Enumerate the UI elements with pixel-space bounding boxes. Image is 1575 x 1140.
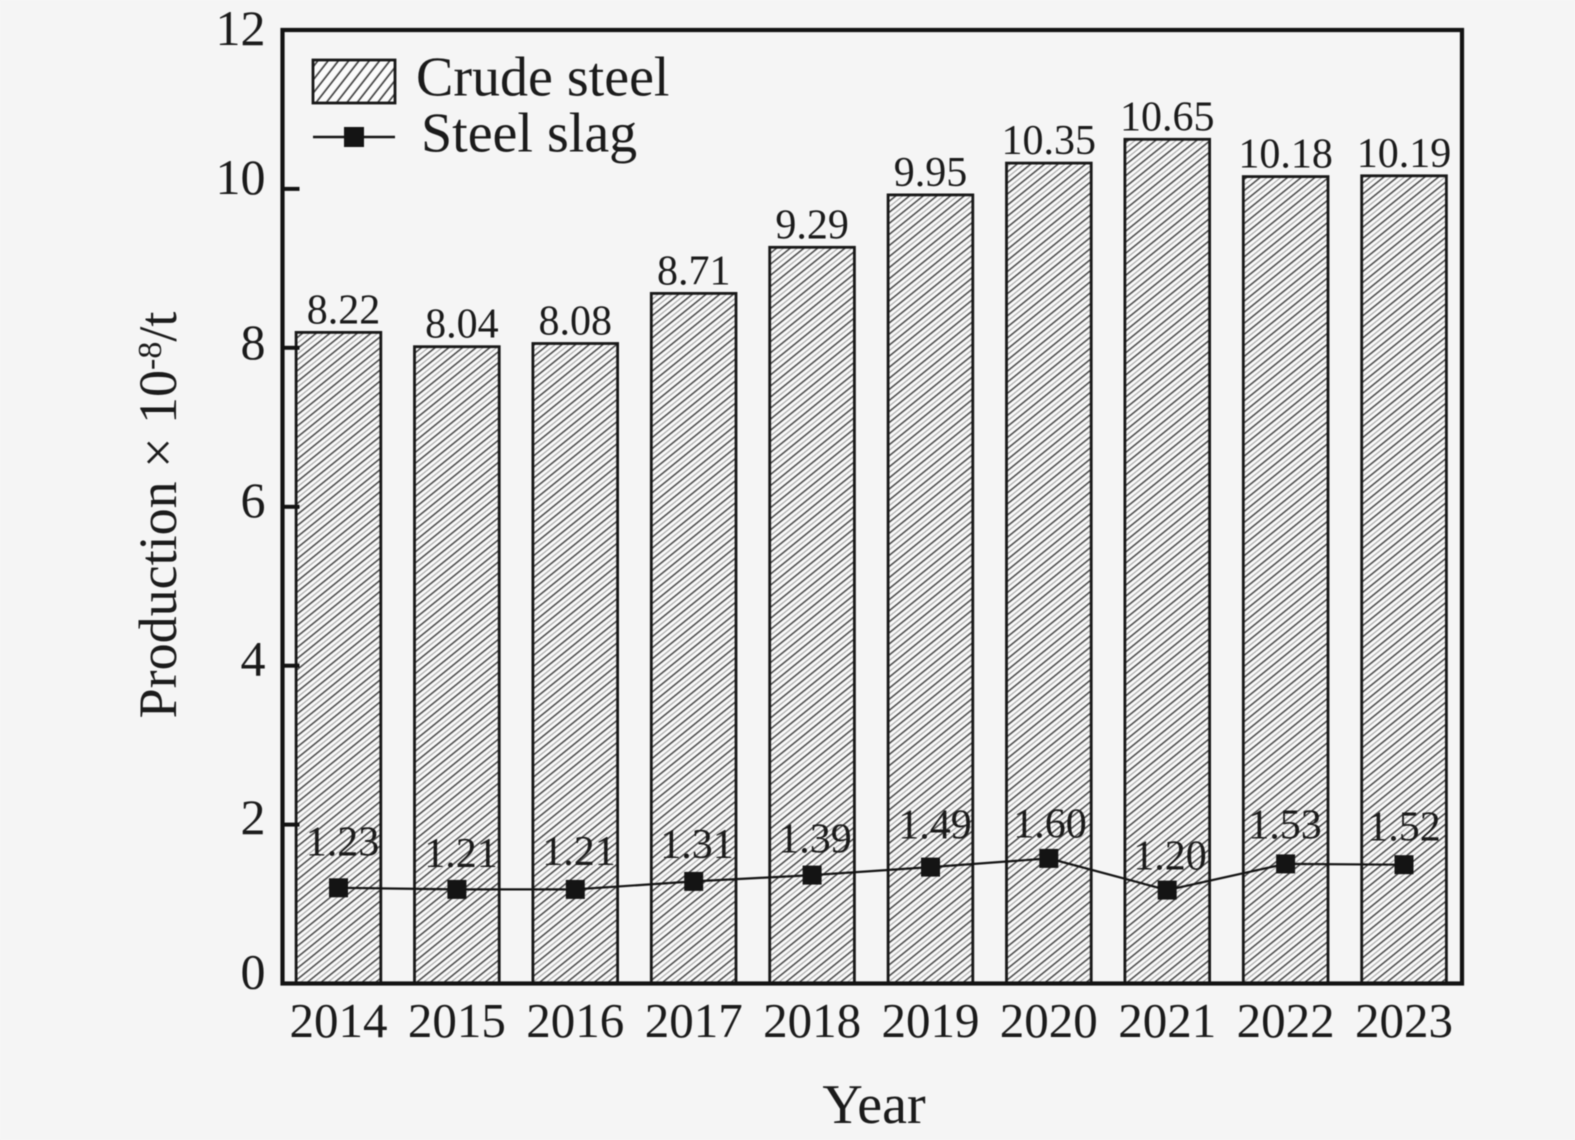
svg-text:10: 10 bbox=[216, 149, 266, 205]
svg-text:10.65: 10.65 bbox=[1120, 94, 1215, 140]
svg-text:2022: 2022 bbox=[1237, 993, 1335, 1048]
svg-text:2015: 2015 bbox=[408, 993, 506, 1048]
svg-text:8.04: 8.04 bbox=[425, 302, 499, 348]
svg-text:1.49: 1.49 bbox=[898, 803, 972, 849]
svg-text:6: 6 bbox=[241, 472, 266, 528]
svg-text:2: 2 bbox=[241, 789, 266, 845]
svg-text:2017: 2017 bbox=[645, 993, 743, 1048]
svg-text:2020: 2020 bbox=[1000, 993, 1098, 1048]
svg-text:1.52: 1.52 bbox=[1367, 805, 1441, 851]
svg-text:1.53: 1.53 bbox=[1248, 803, 1322, 849]
svg-text:Year: Year bbox=[822, 1074, 926, 1136]
svg-text:1.21: 1.21 bbox=[542, 829, 616, 875]
svg-text:2019: 2019 bbox=[882, 993, 980, 1048]
svg-text:2021: 2021 bbox=[1118, 993, 1216, 1048]
svg-text:2014: 2014 bbox=[290, 993, 388, 1048]
svg-text:0: 0 bbox=[241, 943, 266, 999]
svg-text:1.31: 1.31 bbox=[660, 822, 734, 868]
svg-text:2018: 2018 bbox=[763, 993, 861, 1048]
svg-text:8.22: 8.22 bbox=[307, 287, 381, 333]
svg-text:1.39: 1.39 bbox=[778, 817, 852, 863]
svg-text:12: 12 bbox=[216, 0, 266, 56]
svg-text:8.08: 8.08 bbox=[539, 299, 613, 345]
svg-text:9.29: 9.29 bbox=[775, 202, 849, 248]
svg-text:8: 8 bbox=[241, 314, 266, 370]
svg-text:1.20: 1.20 bbox=[1133, 834, 1207, 880]
svg-text:1.60: 1.60 bbox=[1013, 802, 1087, 848]
svg-text:9.95: 9.95 bbox=[894, 150, 968, 196]
svg-text:Crude steel: Crude steel bbox=[416, 47, 669, 109]
svg-text:8.71: 8.71 bbox=[657, 248, 731, 294]
svg-text:10.18: 10.18 bbox=[1238, 132, 1333, 178]
svg-text:10.35: 10.35 bbox=[1002, 118, 1097, 164]
svg-text:10.19: 10.19 bbox=[1357, 131, 1452, 177]
svg-text:2023: 2023 bbox=[1355, 993, 1453, 1048]
svg-text:1.21: 1.21 bbox=[424, 831, 498, 877]
svg-text:1.23: 1.23 bbox=[306, 820, 380, 866]
svg-text:Steel slag: Steel slag bbox=[421, 103, 637, 165]
svg-text:4: 4 bbox=[241, 631, 266, 687]
svg-text:2016: 2016 bbox=[526, 993, 624, 1048]
svg-text:Production × 10-8/t: Production × 10-8/t bbox=[128, 312, 188, 719]
